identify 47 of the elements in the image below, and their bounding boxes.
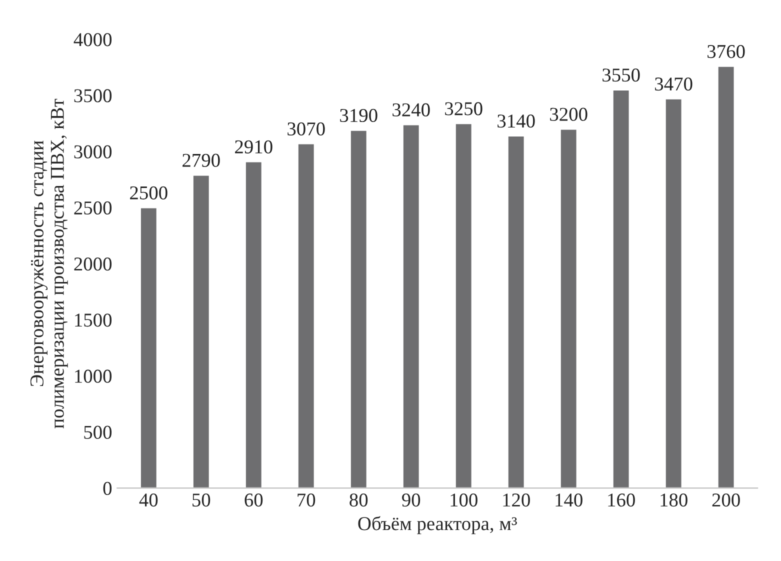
x-tick-label: 50 [192, 493, 210, 507]
y-tick-label: 1000 [75, 370, 112, 383]
y-tick-label: 0 [103, 482, 112, 496]
data-label: 2500 [130, 186, 168, 200]
bar [507, 135, 526, 488]
x-tick-label: 40 [139, 493, 158, 507]
x-tick-label: 160 [608, 493, 635, 507]
y-tick-label: 3000 [74, 145, 112, 158]
x-tick-label: 200 [712, 493, 740, 507]
bar [140, 206, 158, 488]
bar [716, 66, 736, 488]
bar [454, 122, 473, 488]
x-tick-label: 70 [298, 493, 316, 507]
y-axis-title: Энерговооружённость стадии полимеризации производства ПВХ, кВт [30, 98, 68, 428]
y-tick-label: 2000 [74, 257, 112, 271]
y-tick-label: 2500 [74, 201, 112, 215]
x-tick-label: 60 [244, 493, 263, 507]
bar [350, 129, 368, 488]
y-tick-label: 1500 [75, 314, 112, 327]
bar [402, 124, 420, 488]
x-tick-label: 140 [556, 493, 582, 507]
x-tick-label: 180 [660, 493, 688, 507]
data-label: 2790 [182, 154, 220, 167]
data-label: 3190 [340, 108, 378, 122]
data-label: 3070 [288, 122, 325, 136]
bar [612, 89, 630, 488]
x-tick-label: 120 [503, 493, 530, 507]
data-label: 3470 [655, 78, 692, 91]
x-tick-label: 90 [402, 493, 420, 507]
bar [192, 174, 210, 488]
data-label: 3250 [445, 102, 482, 116]
y-tick-label: 3500 [74, 89, 112, 102]
x-tick-label: 100 [450, 493, 478, 507]
x-tick-label: 80 [350, 493, 368, 507]
data-label: 3240 [392, 103, 430, 116]
data-label: 3760 [708, 44, 745, 58]
bar [244, 160, 263, 488]
bar [664, 98, 683, 488]
y-tick-label: 500 [84, 426, 112, 439]
data-label: 3200 [550, 108, 588, 121]
bar [297, 142, 316, 488]
x-axis-title: Объём реактора, м³ [358, 516, 517, 534]
bar [560, 128, 578, 488]
y-tick-label: 4000 [74, 33, 112, 46]
data-label: 3550 [602, 68, 640, 82]
data-label: 2910 [235, 140, 272, 154]
data-label: 3140 [498, 114, 535, 128]
